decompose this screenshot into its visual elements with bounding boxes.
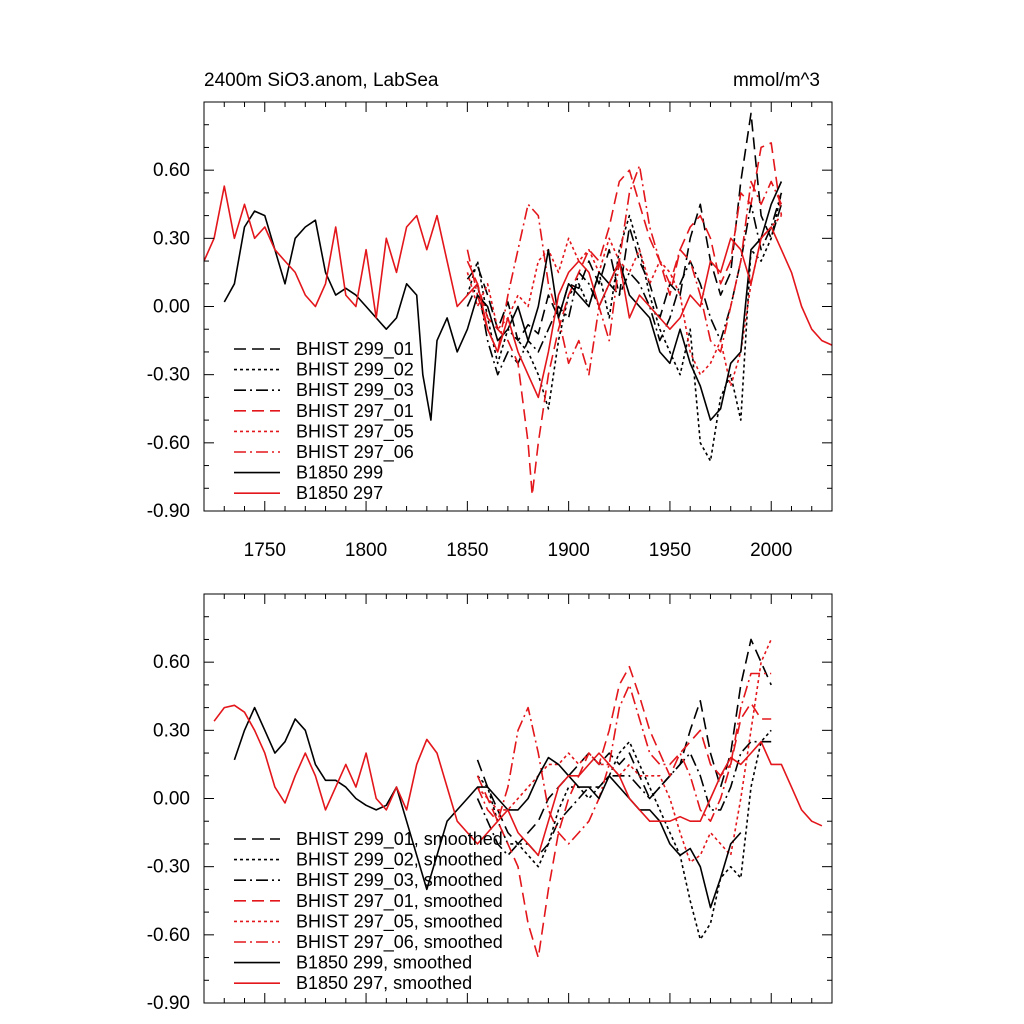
legend-label: BHIST 297_06 (296, 442, 414, 463)
legend-label: BHIST 297_05, smoothed (296, 911, 503, 932)
legend-label: BHIST 297_05 (296, 421, 414, 442)
y-tick-label: -0.90 (147, 993, 190, 1014)
series-line-1 (476, 729, 772, 941)
series-line-0 (476, 638, 772, 845)
series-line-0 (466, 112, 783, 342)
y-tick-label: 0.60 (153, 160, 190, 181)
bottom-panel: -0.90 -0.60 -0.30 0.00 0.30 0.60 BHIST 299_01,… (147, 593, 833, 1014)
series-line-4 (476, 639, 772, 863)
y-tick-label: -0.30 (147, 857, 190, 878)
series-line-6 (233, 706, 742, 909)
legend-label: BHIST 299_01, smoothed (296, 829, 503, 850)
legend-label: B1850 297, smoothed (296, 973, 472, 993)
y-tick-label: 0.30 (153, 720, 190, 741)
y-tick-label: -0.60 (147, 433, 190, 454)
series-group (213, 638, 823, 959)
legend-label: B1850 299 (296, 463, 383, 483)
legend-label: B1850 299, smoothed (296, 953, 472, 973)
series-line-3 (466, 142, 783, 496)
series-line-7 (204, 185, 832, 399)
series-line-7 (213, 704, 823, 857)
series-group (204, 112, 832, 496)
y-tick-label: -0.60 (147, 925, 190, 946)
top-panel: 2400m SiO3.anom, LabSea mmol/m^3 -0.90 -0… (147, 70, 833, 561)
x-tick-label: 1950 (649, 540, 691, 561)
y-tick-label: 0.00 (153, 297, 190, 318)
legend-label: BHIST 299_02 (296, 360, 414, 381)
series-line-2 (466, 192, 783, 376)
legend-label: B1850 297 (296, 483, 383, 503)
x-tick-label: 1800 (345, 540, 387, 561)
legend-label: BHIST 299_02, smoothed (296, 850, 503, 871)
series-line-5 (476, 672, 772, 845)
chart-title: 2400m SiO3.anom, LabSea (204, 70, 439, 91)
y-tick-label: 0.00 (153, 789, 190, 810)
x-tick-label: 1900 (548, 540, 590, 561)
y-tick-label: 0.30 (153, 228, 190, 249)
legend-label: BHIST 299_03 (296, 380, 414, 401)
legend-label: BHIST 297_06, smoothed (296, 932, 503, 953)
x-tick-label: 1850 (446, 540, 488, 561)
y-tick-label: -0.30 (147, 365, 190, 386)
series-line-2 (476, 740, 772, 857)
chart-units-label: mmol/m^3 (733, 70, 820, 91)
x-tick-label: 1750 (244, 540, 286, 561)
legend-label: BHIST 297_01, smoothed (296, 891, 503, 912)
series-line-5 (466, 164, 783, 376)
series-line-6 (223, 181, 783, 421)
legend-label: BHIST 297_01 (296, 401, 414, 422)
series-line-1 (466, 192, 783, 462)
x-tick-label: 2000 (750, 540, 792, 561)
legend-label: BHIST 299_03, smoothed (296, 870, 503, 891)
series-line-3 (476, 665, 772, 959)
legend-label: BHIST 299_01 (296, 339, 414, 360)
y-tick-label: -0.90 (147, 501, 190, 522)
y-tick-label: 0.60 (153, 652, 190, 673)
